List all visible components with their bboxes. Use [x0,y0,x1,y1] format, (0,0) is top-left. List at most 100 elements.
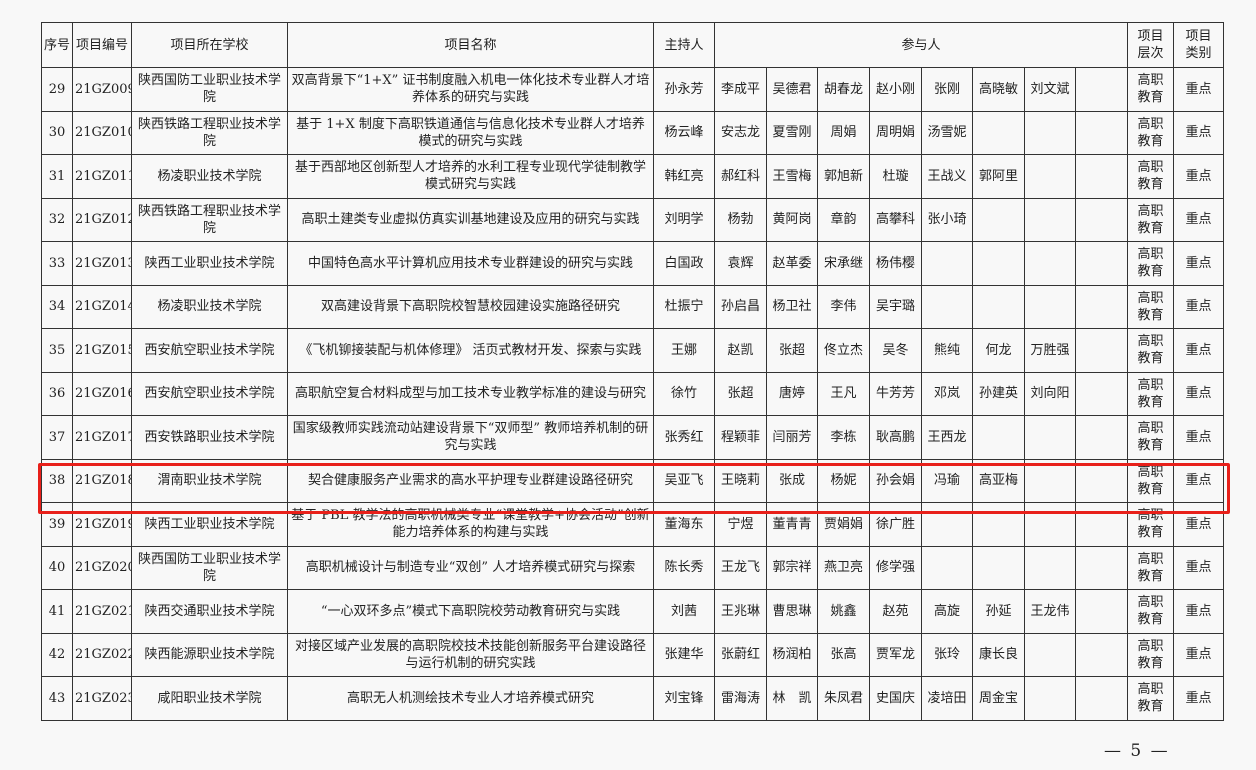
cell-participant: 杨润柏 [766,632,818,677]
cell-participant: 曹思琳 [766,589,818,634]
cell-participant: 雷海涛 [714,676,767,721]
table-row: 40 21GZ020 陕西国防工业职业技术学院 高职机械设计与制造专业“双创” 人才培… [41,545,1225,590]
cell-participant [1024,197,1076,242]
table-row: 31 21GZ011 杨凌职业技术学院 基于西部地区创新型人才培养的水利工程专业现代学… [41,154,1225,199]
cell-participant [1074,241,1129,286]
cell-code: 21GZ022 [72,632,132,677]
header-name: 项目名称 [287,22,654,68]
cell-participant: 吴宇璐 [869,284,922,329]
cell-participant: 牛芳芳 [869,371,922,416]
cell-leader: 陈长秀 [653,545,715,590]
cell-project-name: 双高建设背景下高职院校智慧校园建设实施路径研究 [287,284,654,329]
cell-seq: 39 [41,502,73,547]
cell-category: 重点 [1173,632,1225,677]
cell-seq: 41 [41,589,73,634]
cell-school: 咸阳职业技术学院 [131,676,288,721]
cell-category: 重点 [1173,502,1225,547]
cell-participant: 姚鑫 [817,589,870,634]
cell-participant: 修学强 [869,545,922,590]
cell-leader: 董海东 [653,502,715,547]
cell-code: 21GZ011 [72,154,132,199]
project-table: 序号 项目编号 项目所在学校 项目名称 主持人 参与人 项目 层次 项目 类别 … [41,22,1225,721]
cell-participant [1024,110,1076,155]
cell-participant: 孙建英 [972,371,1025,416]
cell-participant: 郭旭新 [817,154,870,199]
cell-participant [1074,154,1129,199]
cell-project-name: 《飞机铆接装配与机体修理》 活页式教材开发、探索与实践 [287,328,654,373]
cell-code: 21GZ014 [72,284,132,329]
cell-code: 21GZ012 [72,197,132,242]
cell-project-name: 高职航空复合材料成型与加工技术专业教学标准的建设与研究 [287,371,654,416]
cell-participant: 万胜强 [1024,328,1076,373]
cell-participant: 胡春龙 [817,67,870,112]
cell-participant: 周金宝 [972,676,1025,721]
cell-seq: 32 [41,197,73,242]
cell-participant [1024,284,1076,329]
cell-seq: 29 [41,67,73,112]
cell-project-name: 高职无人机测绘技术专业人才培养模式研究 [287,676,654,721]
cell-school: 陕西铁路工程职业技术学院 [131,197,288,242]
cell-participant: 刘文斌 [1024,67,1076,112]
cell-participant: 郝红科 [714,154,767,199]
cell-participant: 高旋 [921,589,973,634]
cell-school: 杨凌职业技术学院 [131,154,288,199]
cell-project-name: “一心双环多点”模式下高职院校劳动教育研究与实践 [287,589,654,634]
table-row: 35 21GZ015 西安航空职业技术学院 《飞机铆接装配与机体修理》 活页式教材开发… [41,328,1225,373]
cell-participant [1024,458,1076,503]
page-number: — 5 — [1104,741,1170,761]
cell-participant: 徐广胜 [869,502,922,547]
cell-participant [1074,545,1129,590]
cell-seq: 37 [41,415,73,460]
cell-level: 高职教育 [1127,458,1175,503]
cell-participant [921,502,973,547]
cell-school: 陕西国防工业职业技术学院 [131,67,288,112]
cell-participant: 王龙伟 [1024,589,1076,634]
cell-participant: 杨勃 [714,197,767,242]
cell-leader: 韩红亮 [653,154,715,199]
cell-participant [1074,284,1129,329]
cell-participant: 李伟 [817,284,870,329]
cell-participant: 王西龙 [921,415,973,460]
cell-level: 高职教育 [1127,589,1175,634]
cell-participant: 朱凤君 [817,676,870,721]
cell-project-name: 基于 1+X 制度下高职铁道通信与信息化技术专业群人才培养模式的研究与实践 [287,110,654,155]
table-row: 42 21GZ022 陕西能源职业技术学院 对接区域产业发展的高职院校技术技能创新服务… [41,632,1225,677]
cell-participant: 张成 [766,458,818,503]
cell-category: 重点 [1173,197,1225,242]
cell-participant [1074,328,1129,373]
table-row: 34 21GZ014 杨凌职业技术学院 双高建设背景下高职院校智慧校园建设实施路径研究… [41,284,1225,329]
cell-category: 重点 [1173,67,1225,112]
cell-level: 高职教育 [1127,415,1175,460]
cell-participant: 吴德君 [766,67,818,112]
cell-participant [972,110,1025,155]
cell-school: 陕西铁路工程职业技术学院 [131,110,288,155]
cell-level: 高职教育 [1127,632,1175,677]
cell-school: 西安航空职业技术学院 [131,328,288,373]
cell-code: 21GZ017 [72,415,132,460]
cell-seq: 30 [41,110,73,155]
table-row: 41 21GZ021 陕西交通职业技术学院 “一心双环多点”模式下高职院校劳动教育研究… [41,589,1225,634]
cell-code: 21GZ023 [72,676,132,721]
cell-project-name: 契合健康服务产业需求的高水平护理专业群建设路径研究 [287,458,654,503]
cell-participant [921,241,973,286]
cell-participant: 张蔚红 [714,632,767,677]
cell-seq: 36 [41,371,73,416]
cell-school: 陕西国防工业职业技术学院 [131,545,288,590]
cell-participant: 杨卫社 [766,284,818,329]
cell-participant: 王兆琳 [714,589,767,634]
header-school: 项目所在学校 [131,22,288,68]
cell-participant [1074,371,1129,416]
cell-category: 重点 [1173,676,1225,721]
cell-participant: 佟立杰 [817,328,870,373]
cell-seq: 40 [41,545,73,590]
cell-project-name: 高职土建类专业虚拟仿真实训基地建设及应用的研究与实践 [287,197,654,242]
cell-code: 21GZ016 [72,371,132,416]
cell-school: 陕西能源职业技术学院 [131,632,288,677]
cell-level: 高职教育 [1127,67,1175,112]
cell-participant: 唐婷 [766,371,818,416]
cell-leader: 白国政 [653,241,715,286]
cell-participant: 章韵 [817,197,870,242]
cell-participant: 高攀科 [869,197,922,242]
table-row: 36 21GZ016 西安航空职业技术学院 高职航空复合材料成型与加工技术专业教学标准… [41,371,1225,416]
cell-participant [1074,589,1129,634]
